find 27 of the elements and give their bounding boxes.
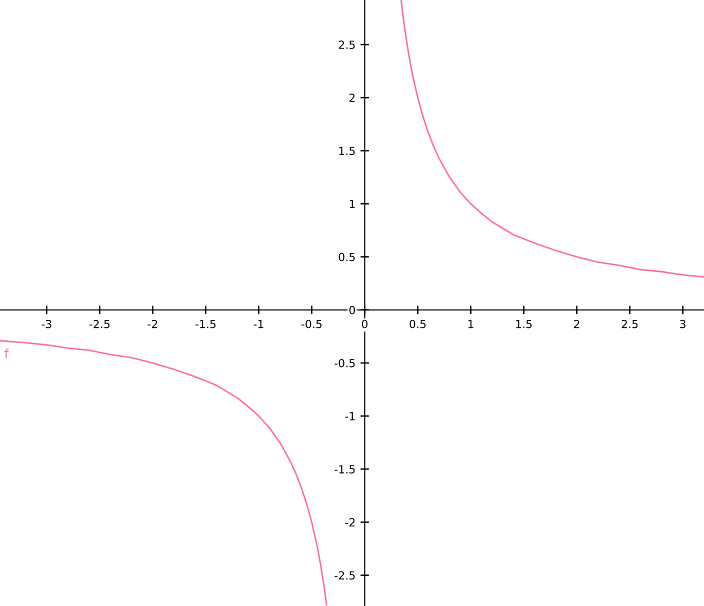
y-tick-label: 1.5 (339, 146, 355, 156)
x-tick-label: -2 (148, 320, 158, 328)
x-tick-label: 0.5 (410, 320, 426, 328)
y-tick-label: -0.5 (334, 358, 355, 368)
x-tick-label: -3 (42, 320, 52, 328)
x-tick-label: 2.5 (622, 320, 638, 328)
annotation: f (4, 348, 9, 358)
x-tick-label: -1 (254, 320, 264, 328)
x-tick-label: 2 (574, 320, 580, 328)
x-tick-label: 1.5 (516, 320, 532, 328)
y-tick-label: 2 (349, 94, 355, 102)
y-tick-label: 1 (350, 200, 355, 208)
x-tick-label: -1.5 (195, 320, 216, 328)
line-series (0, 340, 328, 606)
y-tick-label: 0 (349, 306, 355, 314)
line-series (400, 0, 704, 278)
x-tick-label: 0 (362, 320, 368, 328)
x-tick-label: 3 (680, 320, 686, 328)
y-tick-label: 0.5 (338, 252, 355, 262)
y-tick-label: -1 (345, 412, 355, 420)
x-tick-label: 1 (468, 320, 474, 328)
y-tick-label: -2 (345, 518, 355, 526)
y-tick-label: -2.5 (334, 571, 355, 580)
y-tick-label: 2.5 (338, 40, 355, 49)
x-tick-label: -0.5 (301, 320, 322, 328)
x-tick-label: -2.5 (89, 320, 110, 328)
y-tick-label: -1.5 (334, 465, 355, 474)
